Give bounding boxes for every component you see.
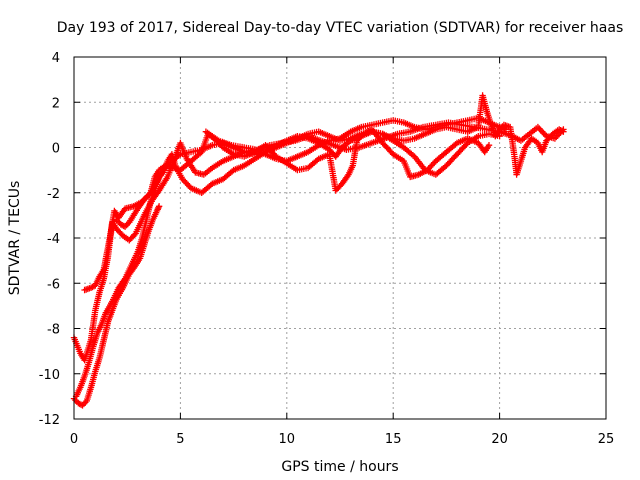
grid-layer <box>74 57 606 419</box>
data-point <box>120 222 127 230</box>
series-track-c <box>72 128 503 400</box>
y-tick-label: -10 <box>39 368 60 383</box>
data-point <box>77 401 85 408</box>
x-axis-title: GPS time / hours <box>281 459 398 475</box>
data-point <box>155 203 163 210</box>
x-tick-label: 15 <box>385 432 402 447</box>
y-tick-label: -2 <box>47 187 60 202</box>
x-tick-label: 5 <box>176 432 184 447</box>
y-tick-label: -12 <box>39 413 60 428</box>
data-point <box>560 126 567 133</box>
data-point <box>485 142 493 149</box>
y-tick-label: -4 <box>47 232 60 247</box>
x-tick-label: 20 <box>491 432 508 447</box>
axis-ticks-layer: 0 5 10 15 20 25 -12 -10 -8 -6 -4 -2 0 2 4 <box>39 51 615 447</box>
y-tick-label: -8 <box>47 323 60 338</box>
x-tick-label: 10 <box>279 432 296 447</box>
series-track-f <box>202 119 567 153</box>
series-track-e <box>113 92 567 230</box>
data-points-layer <box>70 92 567 409</box>
series-track-d <box>81 126 493 294</box>
data-point <box>146 190 153 198</box>
y-tick-label: -6 <box>47 277 60 292</box>
y-axis-title: SDTVAR / TECUs <box>7 181 23 296</box>
chart-title: Day 193 of 2017, Sidereal Day-to-day VTE… <box>57 20 624 36</box>
data-point <box>131 231 138 238</box>
x-tick-label: 25 <box>598 432 615 447</box>
y-tick-label: 0 <box>52 142 60 157</box>
y-tick-label: 4 <box>52 51 60 66</box>
y-tick-label: 2 <box>52 96 60 111</box>
x-tick-label: 0 <box>70 432 78 447</box>
